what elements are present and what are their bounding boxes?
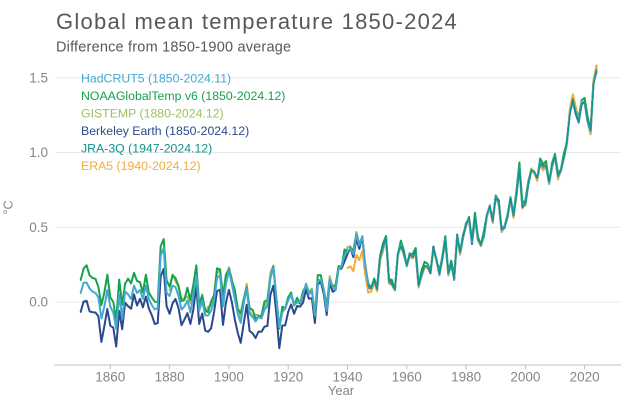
svg-text:2000: 2000 xyxy=(510,370,540,385)
svg-text:1880: 1880 xyxy=(155,370,185,385)
svg-text:1.0: 1.0 xyxy=(29,145,48,160)
svg-text:1940: 1940 xyxy=(332,370,362,385)
svg-text:Berkeley Earth (1850-2024.12): Berkeley Earth (1850-2024.12) xyxy=(81,124,249,138)
svg-text:JRA-3Q (1947-2024.12): JRA-3Q (1947-2024.12) xyxy=(81,141,212,155)
svg-text:Year: Year xyxy=(328,383,355,398)
svg-text:ERA5 (1940-2024.12): ERA5 (1940-2024.12) xyxy=(81,159,201,173)
svg-text:HadCRUT5 (1850-2024.11): HadCRUT5 (1850-2024.11) xyxy=(81,71,231,85)
svg-text:1860: 1860 xyxy=(95,370,125,385)
svg-text:NOAAGlobalTemp v6 (1850-2024.1: NOAAGlobalTemp v6 (1850-2024.12) xyxy=(81,89,285,103)
svg-text:1.5: 1.5 xyxy=(29,71,48,86)
svg-text:Difference from 1850-1900 aver: Difference from 1850-1900 average xyxy=(56,40,291,56)
svg-text:1920: 1920 xyxy=(273,370,303,385)
svg-text:0.0: 0.0 xyxy=(29,295,48,310)
svg-text:1960: 1960 xyxy=(392,370,422,385)
svg-text:GISTEMP (1880-2024.12): GISTEMP (1880-2024.12) xyxy=(81,106,224,120)
svg-text:Global mean temperature 1850-2: Global mean temperature 1850-2024 xyxy=(56,9,458,34)
svg-text:1980: 1980 xyxy=(451,370,481,385)
svg-text:1900: 1900 xyxy=(214,370,244,385)
svg-text:°C: °C xyxy=(2,200,16,214)
svg-text:2020: 2020 xyxy=(570,370,600,385)
svg-text:0.5: 0.5 xyxy=(29,220,48,235)
